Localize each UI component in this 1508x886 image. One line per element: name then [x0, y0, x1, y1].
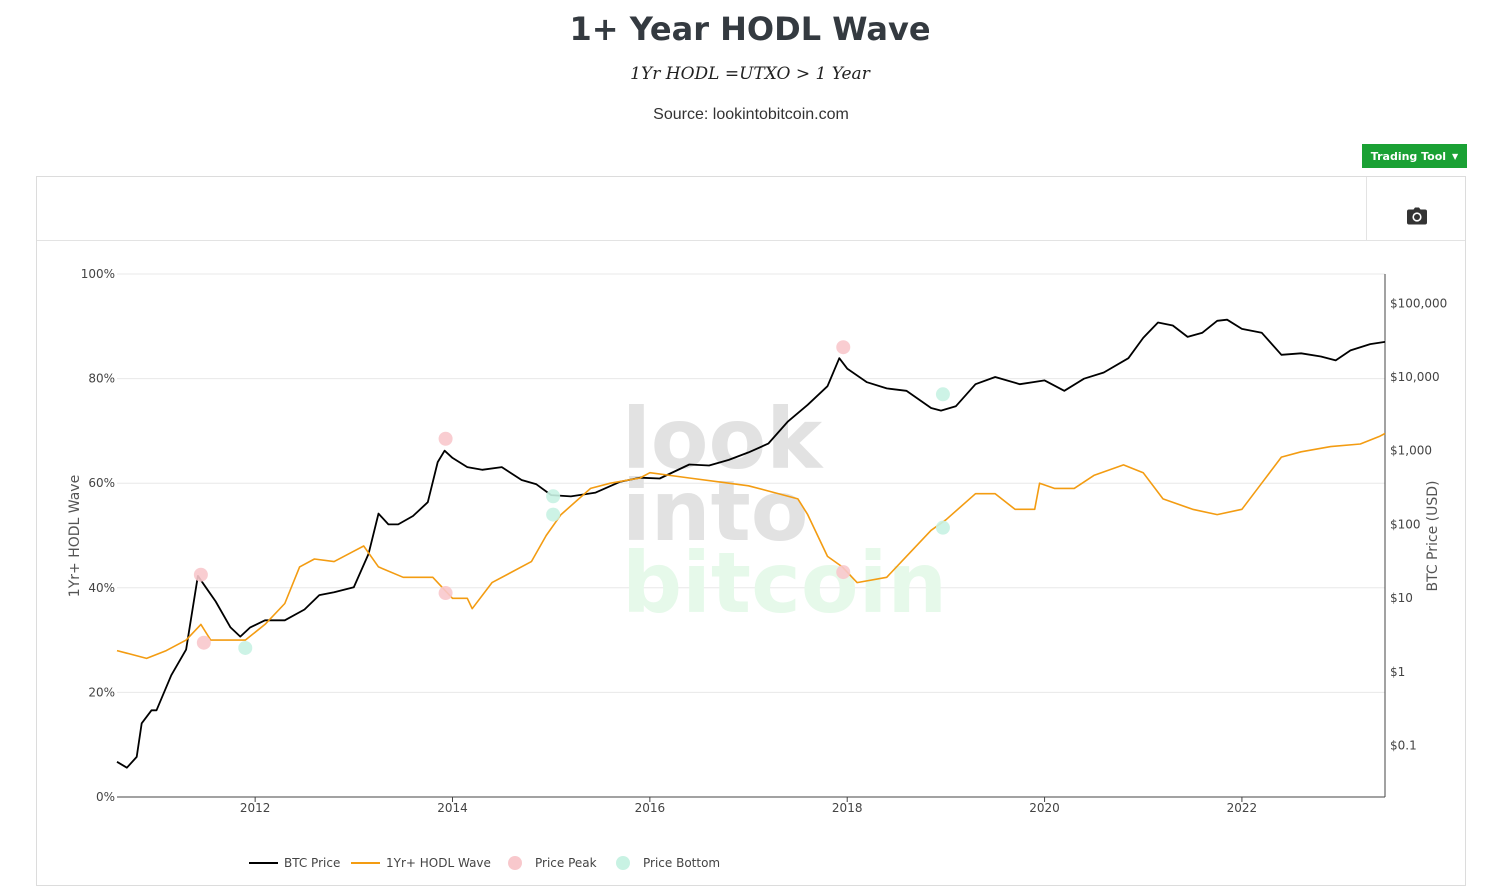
- y-right-tick-label: $1,000: [1390, 444, 1432, 458]
- y-left-tick-label: 20%: [88, 685, 115, 699]
- trading-tool-label: Trading Tool: [1370, 149, 1447, 163]
- x-tick-label: 2020: [1029, 801, 1060, 815]
- btc-price-line: [116, 318, 1386, 769]
- y-right-tick-label: $1: [1390, 665, 1405, 679]
- y-right-axis-title: BTC Price (USD): [1425, 480, 1441, 591]
- chart-toolbar: [37, 177, 1465, 241]
- price-peak-marker: [193, 567, 208, 582]
- legend-label: Price Bottom: [643, 856, 720, 870]
- price-bottom-marker: [935, 387, 950, 402]
- price-peak-marker: [836, 340, 851, 355]
- legend-btc-price: BTC Price: [249, 856, 340, 870]
- watermark-bitcoin: bitcoin: [622, 534, 947, 632]
- legend-hodl-wave: 1Yr+ HODL Wave: [351, 856, 491, 870]
- y-right-tick-label: $10,000: [1390, 370, 1440, 384]
- y-left-tick-label: 100%: [81, 267, 115, 281]
- legend-label: 1Yr+ HODL Wave: [386, 856, 491, 870]
- y-right-tick-label: $0.1: [1390, 738, 1417, 752]
- y-right-tick-label: $10: [1390, 591, 1413, 605]
- y-left-tick-label: 80%: [88, 372, 115, 386]
- toolbar-divider: [1366, 177, 1367, 240]
- y-right-tick-label: $100: [1390, 517, 1421, 531]
- x-tick-label: 2022: [1227, 801, 1258, 815]
- price-bottom-marker: [546, 489, 561, 504]
- source-credit: Source: lookintobitcoin.com: [653, 106, 849, 123]
- grid-lines: [117, 273, 1385, 693]
- legend-price-bottom: Price Bottom: [616, 856, 720, 870]
- y-right-tick-label: $100,000: [1390, 296, 1447, 310]
- caret-down-icon: ▼: [1452, 151, 1459, 161]
- hodl-wave-line: [116, 432, 1386, 660]
- legend-price-peak: Price Peak: [508, 856, 597, 870]
- x-tick-label: 2018: [832, 801, 863, 815]
- legend-label: BTC Price: [284, 856, 340, 870]
- price-bottom-marker: [935, 520, 950, 535]
- y-left-axis-title: 1Yr+ HODL Wave: [67, 475, 83, 597]
- legend-label: Price Peak: [535, 856, 597, 870]
- x-tick-label: 2016: [635, 801, 666, 815]
- legend-swatch: [508, 856, 522, 870]
- y-left-tick-label: 60%: [88, 476, 115, 490]
- y-left-tick-label: 40%: [88, 581, 115, 595]
- legend: BTC Price 1Yr+ HODL Wave Price Peak Price B…: [249, 856, 720, 870]
- legend-swatch: [616, 856, 630, 870]
- axes: 0% 20% 40% 60% 80% 100% $0.1 $1 $10 $100 $1,000 $10…: [81, 267, 1448, 815]
- price-peak-marker: [438, 586, 453, 601]
- camera-icon[interactable]: [1407, 207, 1427, 225]
- price-peak-marker: [196, 635, 211, 650]
- trading-tool-button[interactable]: Trading Tool ▼: [1362, 144, 1467, 168]
- price-peak-marker: [438, 431, 453, 446]
- x-tick-label: 2014: [437, 801, 468, 815]
- watermark-look: look: [622, 390, 824, 488]
- x-tick-label: 2012: [240, 801, 271, 815]
- markers: [193, 340, 950, 655]
- page-title: 1+ Year HODL Wave: [569, 10, 931, 48]
- price-bottom-marker: [546, 507, 561, 522]
- price-peak-marker: [836, 565, 851, 580]
- price-bottom-marker: [238, 640, 253, 655]
- series: [116, 318, 1386, 769]
- y-left-tick-label: 0%: [96, 790, 115, 804]
- chart-panel: [36, 176, 1466, 886]
- formula-subtitle: 1Yr HODL =UTXO > 1 Year: [630, 64, 870, 84]
